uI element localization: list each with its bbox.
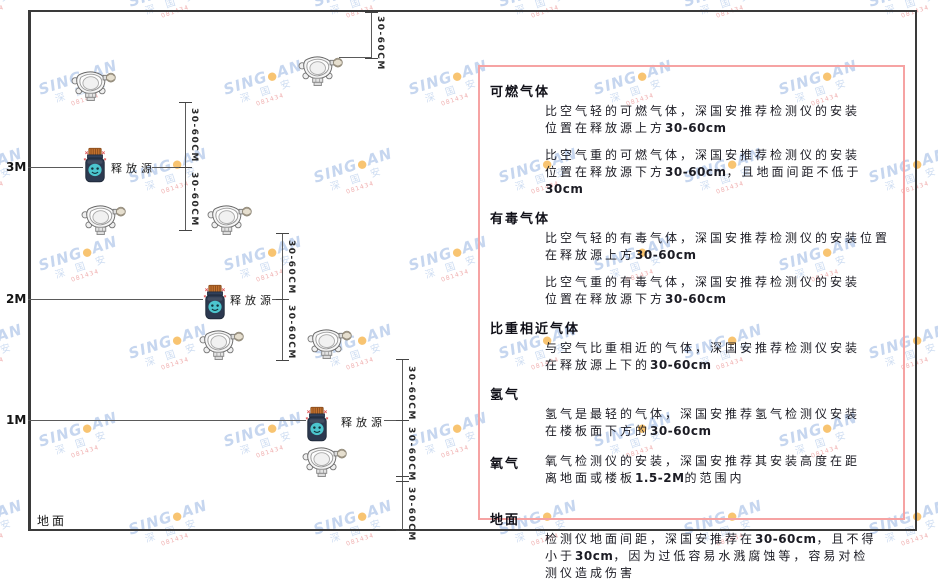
release-source-label: 释放源 [111, 162, 156, 175]
panel-section: 地面检测仪地面间距，深国安推荐在30-60cm，且不得 小于30cm，因为过低容易… [490, 509, 893, 582]
paragraph-line: 比空气重的可燃气体，深国安推荐检测仪的安装 [545, 148, 861, 162]
dimension-tick [365, 12, 378, 13]
release-source-label: 释放源 [341, 416, 386, 429]
height-label-2m: 2M [6, 292, 27, 306]
info-panel: 可燃气体比空气轻的可燃气体，深国安推荐检测仪的安装 位置在释放源上方30-60cm… [478, 65, 905, 580]
panel-section: 可燃气体比空气轻的可燃气体，深国安推荐检测仪的安装 位置在释放源上方30-60cm… [490, 81, 893, 198]
dimension-line [282, 233, 283, 360]
paragraph-line: 在释放源上下的30-60cm [545, 358, 712, 372]
paragraph-line: 在释放源上方30-60cm [545, 248, 697, 262]
paragraph-line: 检测仪地面间距，深国安推荐在30-60cm，且不得 [545, 532, 877, 546]
dimension-label: 30-60CM [406, 487, 416, 542]
installation-diagram: 3M 2M 1M 地面 释放源 释放源 释放源 可燃气体比空气轻的可燃气体，深国… [6, 10, 917, 580]
section-paragraph: 氧气检测仪的安装，深国安推荐其安装高度在距 离地面或楼板1.5-2M的范围内 [545, 450, 893, 487]
leader-line [384, 420, 402, 421]
dimension-tick [396, 481, 409, 482]
section-heading: 有毒气体 [490, 212, 551, 227]
dimension-label: 30-60CM [406, 366, 416, 421]
paragraph-line: 位置在释放源下方30-60cm [545, 292, 727, 306]
paragraph-line: 与空气比重相近的气体，深国安推荐检测仪安装 [545, 341, 861, 355]
section-heading: 地面 [490, 513, 521, 528]
leader-line [152, 167, 185, 168]
dimension-tick [396, 420, 409, 421]
dimension-tick [179, 230, 192, 231]
paragraph-line: 位置在释放源下方30-60cm，且地面间距不低于 [545, 165, 862, 179]
room-frame [28, 10, 917, 531]
paragraph-line: 氧气检测仪的安装，深国安推荐其安装高度在距 [545, 454, 861, 468]
paragraph-line: 氢气是最轻的气体，深国安推荐氢气检测仪安装 [545, 407, 861, 421]
release-source-icon [83, 147, 107, 188]
dimension-label: 30-60CM [406, 427, 416, 482]
section-paragraph: 检测仪地面间距，深国安推荐在30-60cm，且不得 小于30cm，因为过低容易水溅… [545, 531, 893, 582]
height-label-1m: 1M [6, 413, 27, 427]
panel-section: 比重相近气体与空气比重相近的气体，深国安推荐检测仪安装 在释放源上下的30-60c… [490, 318, 893, 374]
section-heading: 氧气 [490, 457, 521, 472]
dimension-tick [179, 102, 192, 103]
gas-detector-icon [206, 202, 252, 239]
paragraph-line: 位置在释放源上方30-60cm [545, 121, 727, 135]
dimension-label: 30-60CM [286, 240, 296, 295]
section-paragraph: 比空气重的可燃气体，深国安推荐检测仪的安装 位置在释放源下方30-60cm，且地面… [545, 147, 893, 198]
gas-detector-icon [306, 326, 352, 363]
section-heading: 比重相近气体 [490, 322, 581, 337]
gas-detector-icon [70, 68, 116, 105]
section-paragraph: 比空气轻的可燃气体，深国安推荐检测仪的安装 位置在释放源上方30-60cm [545, 103, 893, 137]
paragraph-line: 在楼板面下方的30-60cm [545, 424, 712, 438]
paragraph-line: 小于30cm，因为过低容易水溅腐蚀等，容易对检 [545, 549, 869, 563]
section-heading: 氢气 [490, 388, 521, 403]
dimension-tick [276, 360, 289, 361]
dimension-line [371, 12, 372, 58]
dimension-tick [396, 476, 409, 477]
dimension-label: 30-60CM [189, 108, 199, 163]
panel-section: 氧气 氧气检测仪的安装，深国安推荐其安装高度在距 离地面或楼板1.5-2M的范围内 [490, 450, 893, 487]
dimension-tick [396, 530, 409, 531]
paragraph-line: 离地面或楼板1.5-2M的范围内 [545, 471, 745, 485]
section-heading: 可燃气体 [490, 85, 551, 100]
dimension-line [185, 102, 186, 230]
panel-section: 氢气氢气是最轻的气体，深国安推荐氢气检测仪安装 在楼板面下方的30-60cm [490, 384, 893, 440]
dimension-tick [276, 299, 289, 300]
section-paragraph: 比空气重的有毒气体，深国安推荐检测仪的安装 位置在释放源下方30-60cm [545, 274, 893, 308]
paragraph-line: 测仪造成伤害 [545, 566, 636, 580]
gas-detector-icon [297, 53, 343, 90]
leader-line [339, 57, 371, 58]
dimension-label: 30-60CM [189, 172, 199, 227]
dimension-tick [179, 167, 192, 168]
section-paragraph: 与空气比重相近的气体，深国安推荐检测仪安装 在释放源上下的30-60cm [545, 340, 893, 374]
leader-line [28, 299, 203, 300]
dimension-line [402, 359, 403, 531]
ground-label: 地面 [37, 514, 68, 528]
gas-detector-icon [80, 202, 126, 239]
height-label-3m: 3M [6, 160, 27, 174]
leader-line [28, 167, 83, 168]
paragraph-line: 比空气轻的有毒气体，深国安推荐检测仪的安装位置 [545, 231, 891, 245]
leader-line [28, 420, 306, 421]
paragraph-line: 比空气轻的可燃气体，深国安推荐检测仪的安装 [545, 104, 861, 118]
dimension-tick [396, 359, 409, 360]
section-paragraph: 氢气是最轻的气体，深国安推荐氢气检测仪安装 在楼板面下方的30-60cm [545, 406, 893, 440]
release-source-icon [305, 406, 329, 447]
paragraph-line: 比空气重的有毒气体，深国安推荐检测仪的安装 [545, 275, 861, 289]
dimension-tick [276, 233, 289, 234]
release-source-icon [203, 284, 227, 325]
gas-detector-icon [198, 327, 244, 364]
panel-section: 有毒气体比空气轻的有毒气体，深国安推荐检测仪的安装位置 在释放源上方30-60cm… [490, 208, 893, 308]
dimension-label: 30-60CM [375, 16, 385, 71]
dimension-tick [365, 58, 378, 59]
paragraph-line: 30cm [545, 182, 584, 196]
dimension-label: 30-60CM [286, 305, 296, 360]
info-panel-body: 可燃气体比空气轻的可燃气体，深国安推荐检测仪的安装 位置在释放源上方30-60cm… [490, 81, 893, 582]
release-source-label: 释放源 [230, 294, 275, 307]
section-paragraph: 比空气轻的有毒气体，深国安推荐检测仪的安装位置 在释放源上方30-60cm [545, 230, 893, 264]
gas-detector-icon [301, 444, 347, 481]
